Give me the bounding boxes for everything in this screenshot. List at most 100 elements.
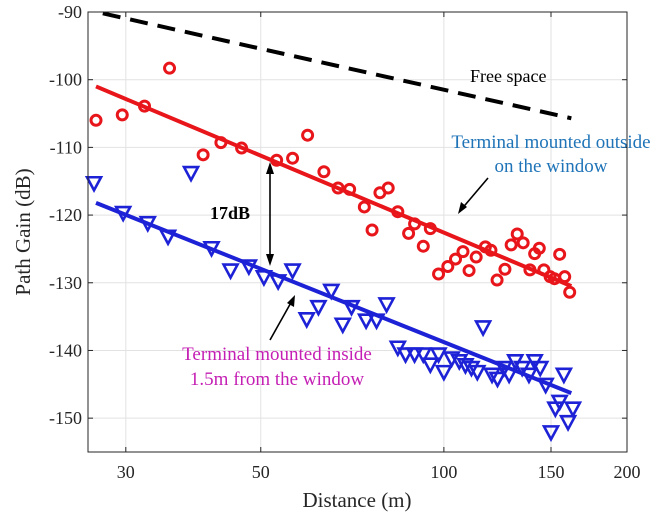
gap-annotation: 17dB xyxy=(210,203,250,223)
outside-point xyxy=(196,148,210,162)
inside-point xyxy=(550,394,569,412)
outside-point xyxy=(286,151,300,165)
outside-point xyxy=(441,260,455,274)
outside-point xyxy=(270,153,284,167)
inside-point xyxy=(268,274,288,292)
outside-point xyxy=(138,99,152,113)
outside-point xyxy=(490,273,504,287)
inside-point xyxy=(450,353,469,372)
inside-point xyxy=(558,414,578,432)
x-tick-label: 100 xyxy=(430,462,457,482)
inside-point xyxy=(158,229,178,247)
inside-point xyxy=(414,347,433,365)
outside-point xyxy=(462,264,476,278)
outside-point xyxy=(537,263,551,277)
outside-annotation-line1: Terminal mounted outside xyxy=(451,132,650,153)
outside-point xyxy=(532,241,546,255)
free-space-line xyxy=(102,11,572,121)
inside-point xyxy=(309,299,328,317)
inside-point xyxy=(429,347,448,365)
inside-point xyxy=(322,283,341,301)
inside-annotation-line1: Terminal mounted inside xyxy=(182,344,372,365)
outside-point xyxy=(365,223,379,237)
outside-point xyxy=(558,270,572,284)
inside-fit-segment xyxy=(95,201,573,395)
inside-point xyxy=(421,357,440,375)
inside-point xyxy=(138,215,157,233)
y-tick-label: -110 xyxy=(50,137,82,157)
y-tick-label: -100 xyxy=(49,70,82,90)
outside-point xyxy=(317,165,331,179)
inside-point xyxy=(356,313,376,331)
outside-point xyxy=(163,61,177,75)
outside-annotation-arrow xyxy=(458,177,489,214)
outside-point xyxy=(89,113,103,127)
outside-points xyxy=(89,61,577,299)
outside-point xyxy=(343,182,357,196)
gap-double-arrow xyxy=(266,162,274,266)
inside-point xyxy=(84,175,104,194)
outside-point xyxy=(432,267,446,281)
outside-point xyxy=(115,108,129,122)
inside-point xyxy=(396,347,415,365)
y-tick-label: -120 xyxy=(49,205,82,225)
x-tick-label: 150 xyxy=(537,462,564,482)
outside-point xyxy=(423,222,437,236)
free-space-annotation: Free space xyxy=(470,66,546,86)
y-tick-label: -130 xyxy=(49,273,82,293)
inside-point xyxy=(113,205,133,223)
outside-point xyxy=(516,236,530,250)
y-tick-label: -90 xyxy=(58,2,82,22)
inside-annotation-arrow xyxy=(269,295,295,341)
outside-point xyxy=(357,200,371,214)
outside-point xyxy=(235,141,249,155)
x-tick-label: 30 xyxy=(117,462,135,482)
inside-point xyxy=(531,360,550,378)
inside-point xyxy=(473,320,493,338)
plot-frame xyxy=(87,11,628,453)
inside-point xyxy=(519,367,539,385)
inside-point xyxy=(499,367,519,385)
axis-ticks: 30 50 100 150 200 -150 -140 -130 -120 -110 -100 -90 xyxy=(49,2,641,482)
y-tick-label: -140 xyxy=(49,340,82,360)
inside-point xyxy=(468,364,487,382)
outside-point xyxy=(553,247,567,261)
inside-point xyxy=(541,425,561,443)
outside-point xyxy=(449,252,463,266)
outside-point xyxy=(301,128,315,142)
outside-point xyxy=(408,217,422,231)
inside-point xyxy=(342,299,361,317)
outside-point xyxy=(484,243,498,257)
outside-point xyxy=(504,238,518,252)
free-space-segment xyxy=(102,11,572,121)
y-axis-label: Path Gain (dB) xyxy=(11,168,35,295)
outside-point xyxy=(214,136,228,150)
outside-point xyxy=(498,262,512,276)
inside-point xyxy=(202,240,221,258)
outside-point xyxy=(391,205,405,219)
outside-point xyxy=(381,181,395,195)
inside-point xyxy=(482,367,502,385)
outside-point xyxy=(456,245,470,259)
inside-point xyxy=(563,401,583,419)
y-tick-label: -150 xyxy=(49,408,82,428)
inside-point xyxy=(254,270,274,288)
inside-point xyxy=(297,312,316,330)
outside-point xyxy=(469,250,483,264)
outside-point xyxy=(510,227,524,241)
inside-point xyxy=(434,364,454,382)
data-layer xyxy=(84,11,583,443)
outside-point xyxy=(331,181,345,195)
outside-point xyxy=(563,285,577,299)
inside-point xyxy=(462,360,481,378)
inside-point xyxy=(554,367,574,385)
inside-point xyxy=(536,377,555,395)
inside-point xyxy=(488,371,507,389)
inside-point xyxy=(181,165,201,183)
outside-point xyxy=(523,263,537,277)
outside-annotation-line2: on the window xyxy=(495,156,608,177)
inside-point xyxy=(367,313,386,331)
inside-point xyxy=(283,263,302,281)
inside-fit-line xyxy=(95,201,573,395)
